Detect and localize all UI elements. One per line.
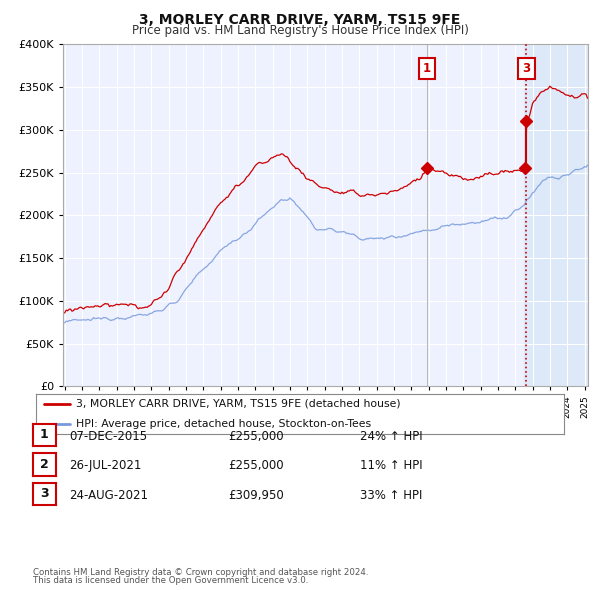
Text: HPI: Average price, detached house, Stockton-on-Tees: HPI: Average price, detached house, Stoc… [76,419,371,428]
Text: 26-JUL-2021: 26-JUL-2021 [69,459,142,472]
Text: 3, MORLEY CARR DRIVE, YARM, TS15 9FE (detached house): 3, MORLEY CARR DRIVE, YARM, TS15 9FE (de… [76,399,400,408]
Text: Price paid vs. HM Land Registry's House Price Index (HPI): Price paid vs. HM Land Registry's House … [131,24,469,37]
Text: 24-AUG-2021: 24-AUG-2021 [69,489,148,502]
Text: 3: 3 [40,487,49,500]
Text: 11% ↑ HPI: 11% ↑ HPI [360,459,422,472]
Text: Contains HM Land Registry data © Crown copyright and database right 2024.: Contains HM Land Registry data © Crown c… [33,568,368,577]
Text: £255,000: £255,000 [228,459,284,472]
Text: 3: 3 [522,62,530,75]
Text: £309,950: £309,950 [228,489,284,502]
Text: 33% ↑ HPI: 33% ↑ HPI [360,489,422,502]
Bar [524,44,588,386]
Text: 07-DEC-2015: 07-DEC-2015 [69,430,147,442]
Text: £255,000: £255,000 [228,430,284,442]
Text: 1: 1 [423,62,431,75]
Text: 24% ↑ HPI: 24% ↑ HPI [360,430,422,442]
Text: 2: 2 [40,458,49,471]
Text: 1: 1 [40,428,49,441]
Text: This data is licensed under the Open Government Licence v3.0.: This data is licensed under the Open Gov… [33,576,308,585]
Text: 3, MORLEY CARR DRIVE, YARM, TS15 9FE: 3, MORLEY CARR DRIVE, YARM, TS15 9FE [139,13,461,27]
